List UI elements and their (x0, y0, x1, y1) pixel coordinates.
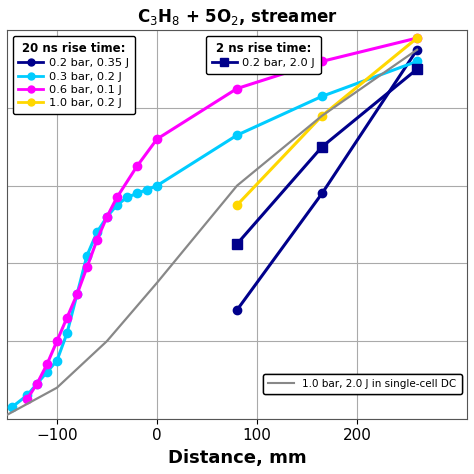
X-axis label: Distance, mm: Distance, mm (168, 449, 306, 467)
Title: C$_3$H$_8$ + 5O$_2$, streamer: C$_3$H$_8$ + 5O$_2$, streamer (137, 7, 337, 27)
Legend: 1.0 bar, 2.0 J in single-cell DC: 1.0 bar, 2.0 J in single-cell DC (263, 374, 462, 394)
